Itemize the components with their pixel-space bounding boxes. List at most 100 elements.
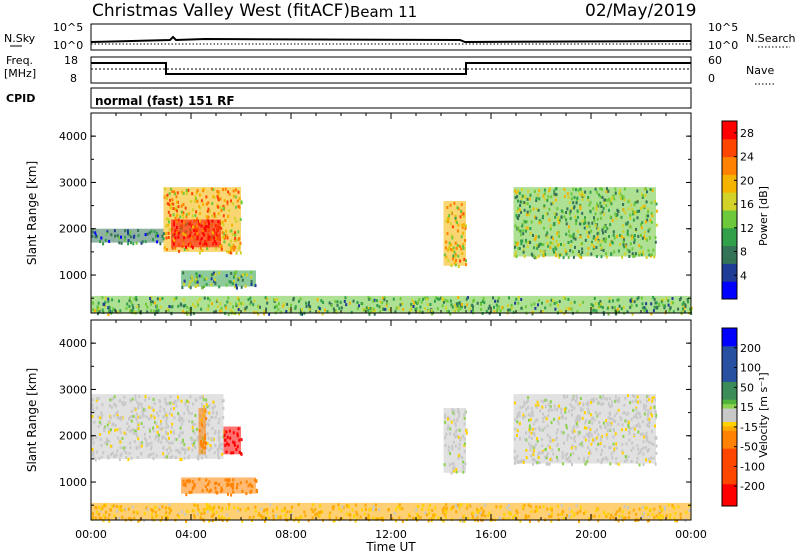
data-cell bbox=[112, 504, 115, 508]
data-cell bbox=[226, 250, 229, 254]
data-cell bbox=[451, 236, 454, 240]
data-cell bbox=[465, 259, 467, 263]
data-cell bbox=[331, 505, 334, 509]
data-cell bbox=[614, 432, 617, 436]
data-cell bbox=[560, 430, 563, 434]
data-cell bbox=[121, 515, 124, 519]
data-cell bbox=[336, 300, 339, 304]
data-cell bbox=[597, 301, 600, 305]
data-cell bbox=[231, 223, 234, 227]
data-cell bbox=[449, 452, 451, 456]
data-cell bbox=[156, 425, 159, 429]
data-cell bbox=[422, 504, 425, 507]
data-cell bbox=[161, 297, 164, 300]
data-cell bbox=[235, 486, 238, 490]
data-cell bbox=[515, 517, 518, 521]
data-cell bbox=[517, 207, 520, 211]
data-cell bbox=[667, 299, 670, 303]
data-cell bbox=[528, 212, 531, 216]
data-cell bbox=[553, 417, 555, 421]
data-cell bbox=[441, 304, 444, 308]
data-cell bbox=[589, 449, 591, 453]
data-cell bbox=[322, 300, 324, 304]
data-cell bbox=[119, 446, 122, 449]
data-cell bbox=[527, 396, 530, 400]
data-cell bbox=[538, 221, 541, 225]
data-cell bbox=[482, 511, 485, 515]
data-cell bbox=[569, 244, 572, 248]
data-region bbox=[91, 228, 164, 243]
data-cell bbox=[383, 296, 386, 300]
data-cell bbox=[626, 222, 629, 226]
data-cell bbox=[215, 412, 218, 416]
data-cell bbox=[528, 442, 531, 446]
data-cell bbox=[269, 503, 272, 507]
data-cell bbox=[643, 230, 646, 234]
data-cell bbox=[599, 442, 602, 445]
data-cell bbox=[554, 307, 557, 311]
data-cell bbox=[609, 215, 612, 219]
data-cell bbox=[632, 508, 635, 512]
data-cell bbox=[627, 420, 630, 424]
data-cell bbox=[444, 413, 447, 417]
data-cell bbox=[653, 516, 656, 520]
data-cell bbox=[200, 237, 203, 240]
data-cell bbox=[456, 243, 459, 247]
data-cell bbox=[471, 308, 474, 312]
data-cell bbox=[193, 431, 196, 435]
data-cell bbox=[154, 510, 157, 514]
data-cell bbox=[162, 445, 165, 449]
data-cell bbox=[137, 406, 140, 410]
data-cell bbox=[129, 308, 131, 312]
data-cell bbox=[234, 195, 237, 199]
data-cell bbox=[567, 409, 570, 413]
data-cell bbox=[541, 444, 544, 448]
data-cell bbox=[460, 203, 463, 207]
data-cell bbox=[609, 423, 612, 427]
data-cell bbox=[157, 439, 160, 443]
data-cell bbox=[168, 506, 171, 510]
data-cell bbox=[125, 306, 128, 310]
data-cell bbox=[568, 225, 570, 229]
data-cell bbox=[130, 300, 133, 304]
data-cell bbox=[116, 410, 119, 414]
data-cell bbox=[179, 416, 182, 420]
data-cell bbox=[542, 251, 545, 255]
data-cell bbox=[230, 271, 233, 275]
data-cell bbox=[581, 191, 583, 194]
data-cell bbox=[634, 519, 637, 523]
data-cell bbox=[170, 430, 172, 434]
data-cell bbox=[572, 187, 575, 191]
data-cell bbox=[232, 486, 234, 490]
data-cell bbox=[570, 436, 572, 440]
data-cell bbox=[457, 296, 460, 299]
colorbar-segment bbox=[722, 174, 737, 180]
data-cell bbox=[182, 242, 185, 246]
data-cell bbox=[476, 507, 478, 511]
data-cell bbox=[576, 310, 579, 314]
data-cell bbox=[214, 429, 217, 433]
data-cell bbox=[590, 401, 592, 404]
data-cell bbox=[149, 447, 152, 451]
data-cell bbox=[537, 208, 540, 212]
data-cell bbox=[543, 455, 546, 459]
data-cell bbox=[228, 429, 231, 433]
data-cell bbox=[205, 506, 208, 510]
data-cell bbox=[463, 449, 466, 453]
data-cell bbox=[101, 413, 104, 417]
data-cell bbox=[341, 505, 344, 509]
data-cell bbox=[444, 246, 447, 250]
data-cell bbox=[111, 504, 114, 508]
data-cell bbox=[136, 425, 139, 429]
data-cell bbox=[454, 424, 457, 428]
data-cell bbox=[550, 519, 553, 523]
data-cell bbox=[650, 456, 652, 460]
colorbar-segment bbox=[722, 245, 737, 251]
data-cell bbox=[534, 509, 537, 513]
data-cell bbox=[599, 187, 602, 191]
data-cell bbox=[227, 296, 230, 300]
colorbar-segment bbox=[722, 385, 737, 391]
data-cell bbox=[569, 216, 572, 220]
data-cell bbox=[684, 304, 687, 308]
data-cell bbox=[543, 226, 545, 230]
